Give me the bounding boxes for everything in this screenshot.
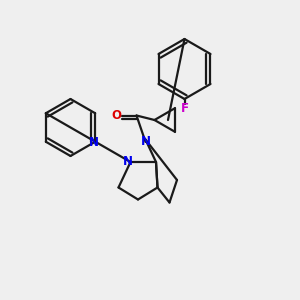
Text: O: O bbox=[112, 109, 122, 122]
Text: N: N bbox=[123, 154, 133, 168]
Text: F: F bbox=[181, 101, 188, 115]
Text: N: N bbox=[89, 136, 99, 149]
Text: N: N bbox=[140, 135, 151, 148]
